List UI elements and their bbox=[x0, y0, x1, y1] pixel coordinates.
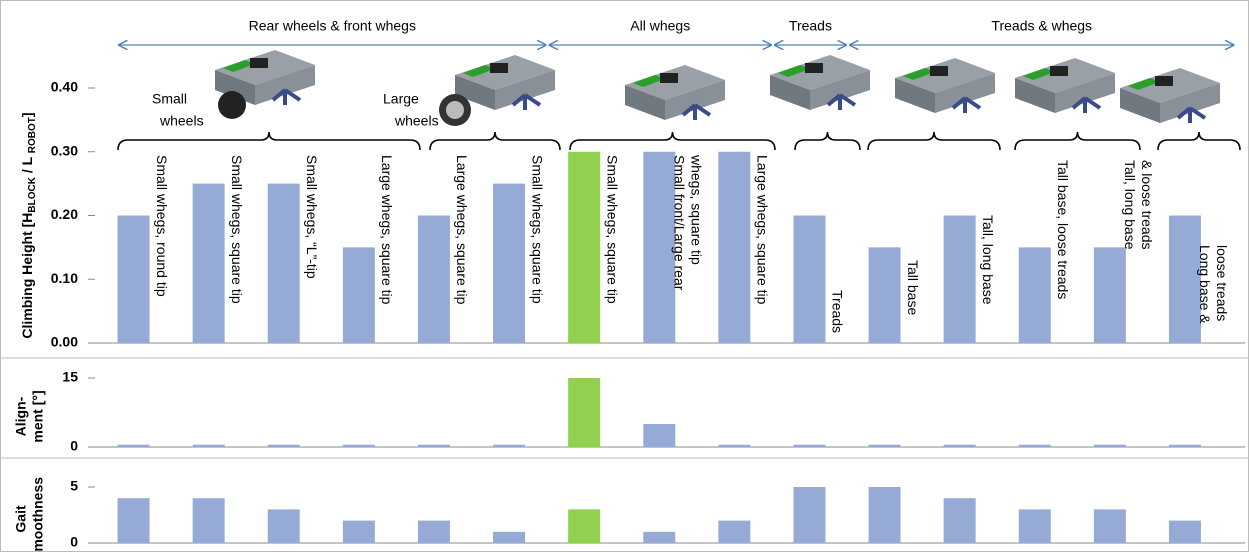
y-tick-label: 0.10 bbox=[51, 270, 78, 286]
category-label: Small whegs, round tip bbox=[154, 155, 170, 297]
y-axis-label-part: BLOCK bbox=[27, 176, 38, 212]
bracket bbox=[570, 132, 775, 150]
bar bbox=[193, 184, 225, 343]
y-tick-label: 0.40 bbox=[51, 79, 78, 95]
bar bbox=[568, 378, 600, 447]
bar bbox=[643, 424, 675, 447]
y-tick-label: 5 bbox=[70, 478, 78, 494]
bar bbox=[193, 498, 225, 543]
bar bbox=[493, 532, 525, 543]
category-label: Small front/Large rear bbox=[672, 155, 688, 291]
chart: 0.00 0.10 0.20 0.30 0.40 Climbing Height [HBL… bbox=[0, 0, 1249, 552]
category-label: Small whegs, square tip bbox=[604, 155, 620, 304]
bar bbox=[869, 247, 901, 343]
category-label: Small whegs, square tip bbox=[229, 155, 245, 304]
bar bbox=[493, 184, 525, 343]
group-label: Rear wheels & front whegs bbox=[249, 18, 416, 34]
robot-images bbox=[215, 50, 1220, 126]
bar bbox=[1169, 445, 1201, 447]
y-axis-label-part: ] bbox=[19, 112, 35, 117]
bar bbox=[793, 487, 825, 543]
bar bbox=[568, 509, 600, 543]
bar bbox=[418, 216, 450, 344]
y-axis-label: Climbing Height [HBLOCK / L ROBOT] bbox=[19, 112, 38, 338]
category-label: Small whegs, “L”-tip bbox=[304, 155, 320, 279]
bar bbox=[193, 445, 225, 447]
category-label: Small whegs, square tip bbox=[529, 155, 545, 304]
bar bbox=[643, 532, 675, 543]
y-axis-label: ment [°] bbox=[30, 390, 46, 442]
bar bbox=[118, 445, 150, 447]
bar bbox=[343, 445, 375, 447]
bracket bbox=[118, 132, 420, 150]
bar bbox=[869, 487, 901, 543]
bar bbox=[718, 521, 750, 543]
bar bbox=[1019, 445, 1051, 447]
y-axis-label-part: / L bbox=[19, 153, 35, 177]
category-label: Treads bbox=[830, 290, 846, 333]
category-label: Tall base bbox=[905, 260, 921, 315]
bar bbox=[1019, 247, 1051, 343]
category-label: Large whegs, square tip bbox=[379, 155, 395, 305]
subgroup-label: Small bbox=[152, 91, 187, 107]
category-label: Large whegs, square tip bbox=[454, 155, 470, 305]
y-tick-label: 15 bbox=[62, 369, 78, 385]
y-tick-label: 0.00 bbox=[51, 334, 78, 350]
bar bbox=[944, 445, 976, 447]
category-label: whegs, square tip bbox=[689, 154, 705, 265]
y-tick-label: 0 bbox=[70, 438, 78, 454]
bar bbox=[268, 184, 300, 343]
y-tick-label: 0 bbox=[70, 534, 78, 550]
y-axis-label: Align- bbox=[13, 396, 29, 436]
subgroup-label: wheels bbox=[394, 113, 439, 129]
bar bbox=[869, 445, 901, 447]
bar bbox=[793, 216, 825, 344]
bracket bbox=[430, 132, 560, 150]
bracket bbox=[1015, 132, 1140, 150]
group-label: Treads & whegs bbox=[991, 18, 1092, 34]
bar bbox=[343, 247, 375, 343]
bar bbox=[268, 445, 300, 447]
y-axis-label-part: Climbing Height [H bbox=[19, 213, 35, 339]
subgroup-label: wheels bbox=[159, 113, 204, 129]
group-label: All whegs bbox=[630, 18, 690, 34]
category-label: loose treads bbox=[1214, 245, 1230, 321]
bar bbox=[1094, 509, 1126, 543]
bar bbox=[493, 445, 525, 447]
category-label: & loose treads bbox=[1139, 160, 1155, 250]
bar bbox=[1094, 247, 1126, 343]
subgroup-label: Large bbox=[383, 91, 419, 107]
bracket bbox=[868, 132, 1000, 150]
bar bbox=[944, 498, 976, 543]
category-label: Tall base, loose treads bbox=[1055, 160, 1071, 299]
bar bbox=[1094, 445, 1126, 447]
bar bbox=[793, 445, 825, 447]
bar bbox=[718, 152, 750, 343]
bar bbox=[718, 445, 750, 447]
y-axis-label-part: ROBOT bbox=[27, 117, 38, 153]
bar bbox=[268, 509, 300, 543]
bar bbox=[418, 445, 450, 447]
y-tick-label: 0.20 bbox=[51, 206, 78, 222]
category-label: Tall, long base bbox=[980, 215, 996, 305]
y-tick-label: 0.30 bbox=[51, 142, 78, 158]
bar bbox=[343, 521, 375, 543]
bar bbox=[1169, 216, 1201, 344]
category-label: Long base & bbox=[1197, 245, 1213, 324]
bar bbox=[944, 216, 976, 344]
bar bbox=[568, 152, 600, 343]
bar bbox=[118, 216, 150, 344]
y-axis-label: Smoothness bbox=[30, 477, 46, 552]
category-label: Tall, long base bbox=[1122, 160, 1138, 250]
bar bbox=[1019, 509, 1051, 543]
bar bbox=[418, 521, 450, 543]
y-axis-label: Gait bbox=[13, 505, 29, 533]
bracket bbox=[795, 132, 860, 150]
bar bbox=[1169, 521, 1201, 543]
category-label: Large whegs, square tip bbox=[755, 155, 771, 305]
bracket bbox=[1158, 132, 1240, 150]
bar bbox=[643, 152, 675, 343]
bar bbox=[118, 498, 150, 543]
group-label: Treads bbox=[789, 18, 832, 34]
